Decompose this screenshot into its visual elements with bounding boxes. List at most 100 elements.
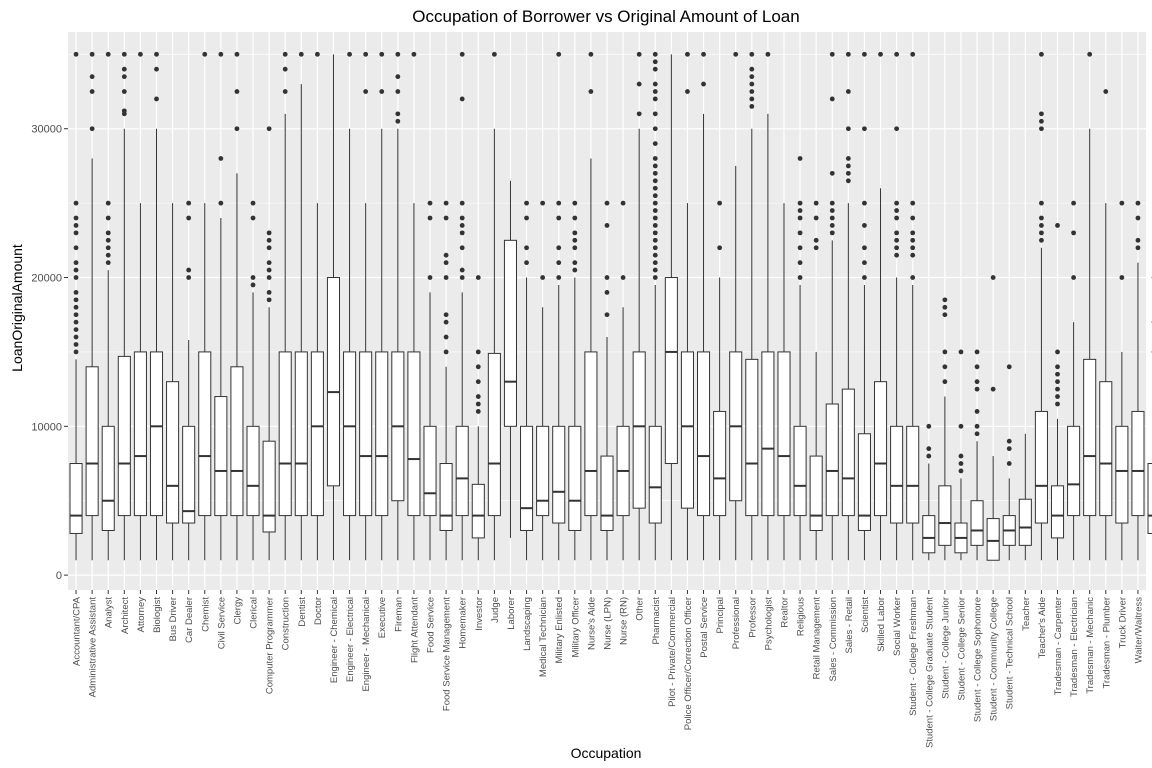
outlier-point [459, 51, 465, 57]
box-iqr [375, 351, 389, 517]
x-tick-label: Student - Technical School [1005, 597, 1016, 709]
outlier-point [73, 215, 79, 221]
outlier-point [556, 51, 562, 57]
outlier-point [524, 245, 529, 251]
outlier-point [572, 200, 578, 206]
outlier-point [524, 260, 529, 266]
outlier-point [443, 252, 449, 258]
outlier-point [604, 275, 610, 280]
outlier-point [73, 260, 79, 266]
box-iqr [455, 425, 469, 517]
box-iqr [857, 433, 871, 531]
box-1 [69, 51, 83, 561]
box-41 [713, 200, 727, 561]
outlier-point [845, 156, 851, 161]
y-tick-label: 0 [56, 570, 62, 582]
outlier-point [395, 89, 401, 94]
box-29 [520, 200, 534, 561]
x-tick-label: Architect [120, 597, 131, 634]
outlier-point [73, 334, 79, 340]
outlier-point [845, 170, 851, 176]
x-tick-label: Realtor [779, 597, 790, 628]
x-tick-label: Fireman [393, 597, 404, 632]
box-iqr [648, 425, 662, 524]
box-3 [101, 51, 115, 561]
outlier-point [813, 245, 819, 251]
x-tick-label: Tradesman - Plumber [1101, 597, 1112, 689]
outlier-point [459, 245, 465, 251]
box-iqr [310, 351, 324, 517]
outlier-point [395, 74, 401, 80]
outlier-point [829, 215, 835, 221]
x-tick-label: Sales - Commission [828, 597, 839, 681]
box-32 [568, 200, 582, 561]
outlier-point [1039, 200, 1044, 206]
outlier-point [862, 223, 867, 228]
outlier-point [685, 89, 690, 94]
box-31 [552, 51, 566, 561]
outlier-point [73, 245, 79, 251]
outlier-point [636, 51, 642, 57]
outlier-point [974, 349, 980, 355]
outlier-point [379, 51, 385, 57]
outlier-point [475, 349, 481, 355]
x-tick-label: Engineer - Mechanical [361, 597, 372, 692]
outlier-point [1055, 349, 1060, 355]
outlier-point [652, 275, 658, 280]
outlier-point [1055, 379, 1060, 385]
x-tick-label: Military Enlisted [554, 597, 565, 664]
box-25 [455, 51, 469, 561]
box-63 [1067, 200, 1081, 561]
outlier-point [138, 51, 143, 57]
outlier-point [894, 237, 900, 243]
box-65 [1099, 89, 1113, 561]
outlier-point [862, 126, 867, 132]
x-tick-label: Landscaping [522, 597, 533, 651]
outlier-point [73, 319, 79, 325]
outlier-point [282, 51, 288, 57]
outlier-point [862, 245, 867, 251]
box-iqr [1083, 358, 1097, 517]
outlier-point [540, 200, 546, 206]
outlier-point [1039, 215, 1044, 221]
outlier-point [958, 423, 964, 429]
x-tick-label: Psychologist [763, 597, 774, 651]
box-5 [133, 51, 147, 561]
box-iqr [1018, 498, 1032, 546]
box-44 [761, 51, 775, 561]
outlier-point [1006, 364, 1012, 370]
outlier-point [797, 275, 803, 280]
outlier-point [845, 51, 851, 57]
box-51 [873, 51, 888, 561]
box-23 [423, 200, 437, 561]
box-43 [745, 51, 759, 561]
outlier-point [829, 208, 835, 213]
box-iqr [1131, 410, 1145, 517]
outlier-point [652, 267, 658, 273]
outlier-point [652, 193, 658, 199]
outlier-point [1055, 401, 1060, 407]
outlier-point [202, 51, 208, 57]
outlier-point [89, 89, 95, 94]
outlier-point [73, 290, 79, 295]
box-39 [680, 51, 694, 561]
x-tick-label: Accountant/CPA [72, 596, 83, 666]
outlier-point [894, 51, 900, 57]
x-tick-label: Student - College Freshman [908, 597, 919, 716]
outlier-point [491, 51, 497, 57]
outlier-point [379, 89, 385, 94]
outlier-point [73, 51, 79, 57]
outlier-point [749, 89, 755, 94]
box-16 [310, 51, 324, 561]
x-tick-label: Student - College Junior [940, 597, 951, 699]
box-iqr [166, 381, 180, 524]
outlier-point [73, 297, 79, 303]
outlier-point [829, 223, 835, 228]
outlier-point [266, 275, 272, 280]
box-10 [214, 51, 228, 561]
outlier-point [652, 163, 658, 169]
outlier-point [572, 215, 578, 221]
outlier-point [862, 260, 867, 266]
outlier-point [652, 200, 658, 206]
outlier-point [652, 185, 658, 191]
